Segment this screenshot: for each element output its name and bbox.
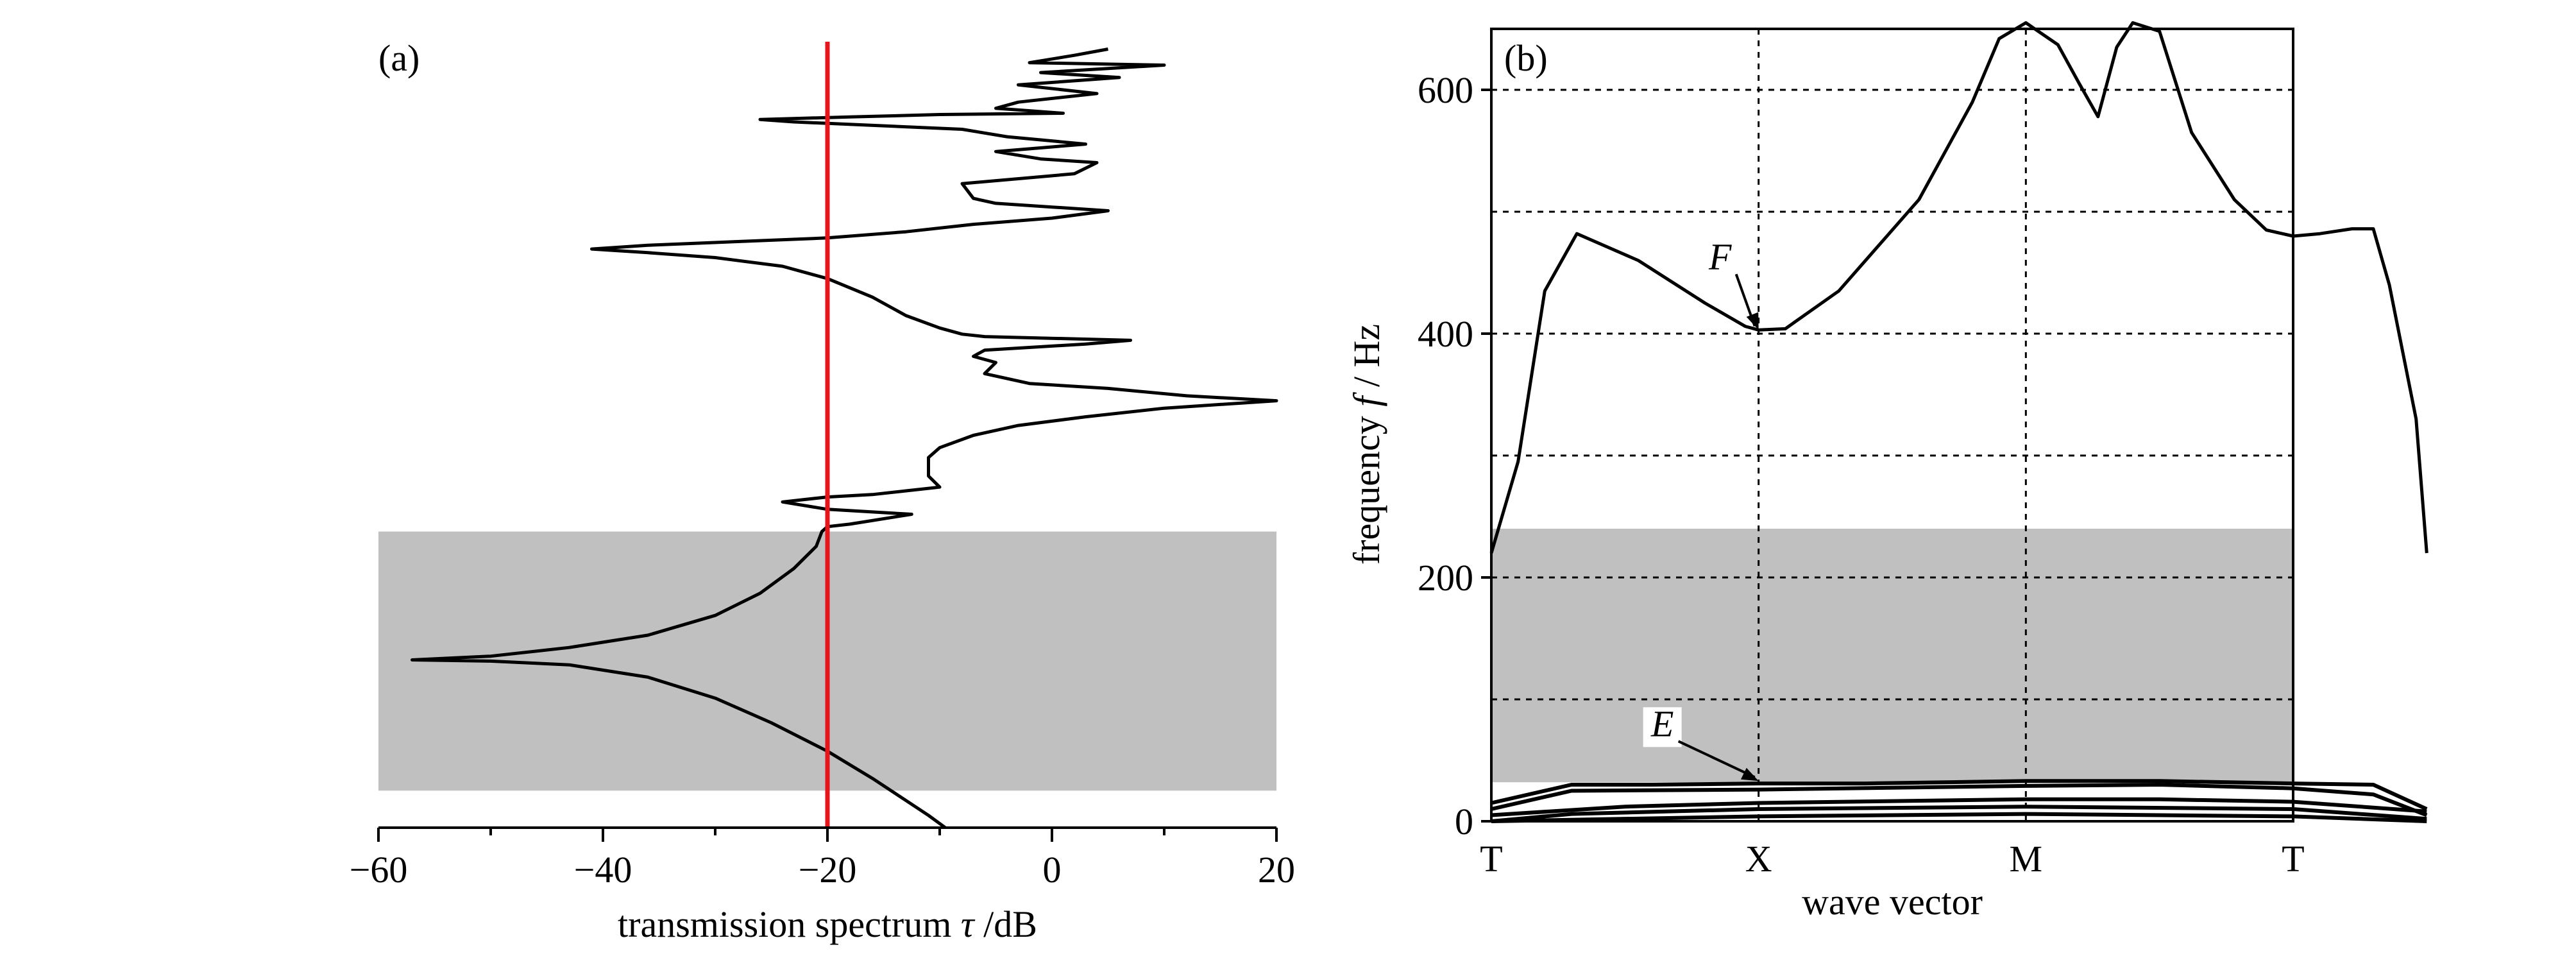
b-y-tick-label: 400 [1418, 313, 1473, 355]
b-annotation-arrowhead [1740, 767, 1759, 781]
b-x-tick-label: M [2010, 838, 2043, 880]
b-plot-frame [1490, 28, 2294, 823]
a-x-ticks: −60 −40 −20 0 20 [350, 828, 1295, 891]
a-xlabel-text: transmission spectrum [618, 903, 961, 945]
b-y-ticks: 0 200 400 600 [1418, 69, 1491, 842]
b-dispersion-curve [1491, 812, 2427, 823]
b-dispersion-curve [1491, 783, 2428, 817]
b-annotation-arrow [1677, 740, 1756, 779]
a-x-tick-label: 0 [1043, 849, 1062, 891]
b-dispersion-curve [1491, 805, 2427, 823]
b-panel-label: (b) [1504, 37, 1548, 79]
b-x-tick-label: T [1480, 838, 1502, 880]
b-annotations: FE [1643, 235, 1759, 781]
b-ylabel-unit: / Hz [1346, 324, 1387, 397]
b-annotation-bg [1643, 707, 1682, 747]
b-band-gap-shading [1491, 529, 2293, 783]
b-annotation-label: E [1650, 703, 1674, 744]
b-annotation-arrowhead [1746, 312, 1759, 330]
b-x-tick-label: X [1745, 838, 1772, 880]
a-x-axis-title: transmission spectrum τ /dB [618, 903, 1037, 945]
b-y-tick-label: 600 [1418, 69, 1473, 111]
a-x-tick-label: 20 [1258, 849, 1295, 891]
b-x-tick-label: T [2282, 838, 2304, 880]
panel-a-transmission-spectrum: −60 −40 −20 0 20 (a) transmission spectrum τ… [350, 37, 1295, 945]
a-x-tick-label: −40 [574, 849, 632, 891]
a-xlabel-symbol: τ [961, 903, 976, 945]
b-ylabel-text: frequency [1346, 407, 1387, 565]
b-dispersion-curve [1491, 779, 2428, 811]
b-y-axis-title: frequency f / Hz [1346, 324, 1387, 565]
b-annotation-label: F [1708, 235, 1732, 277]
b-y-tick-label: 200 [1418, 557, 1473, 599]
b-grid [1491, 29, 2293, 821]
a-panel-label: (a) [378, 37, 419, 79]
b-dispersion-curves [1489, 21, 2428, 823]
b-x-axis-title: wave vector [1802, 881, 1983, 923]
b-dispersion-curve [1489, 21, 2428, 554]
b-y-tick-label: 0 [1455, 801, 1473, 842]
a-x-tick-label: −20 [799, 849, 857, 891]
a-x-tick-label: −60 [350, 849, 408, 891]
a-transmission-curve [411, 47, 1278, 830]
a-xlabel-unit: /dB [974, 903, 1037, 945]
